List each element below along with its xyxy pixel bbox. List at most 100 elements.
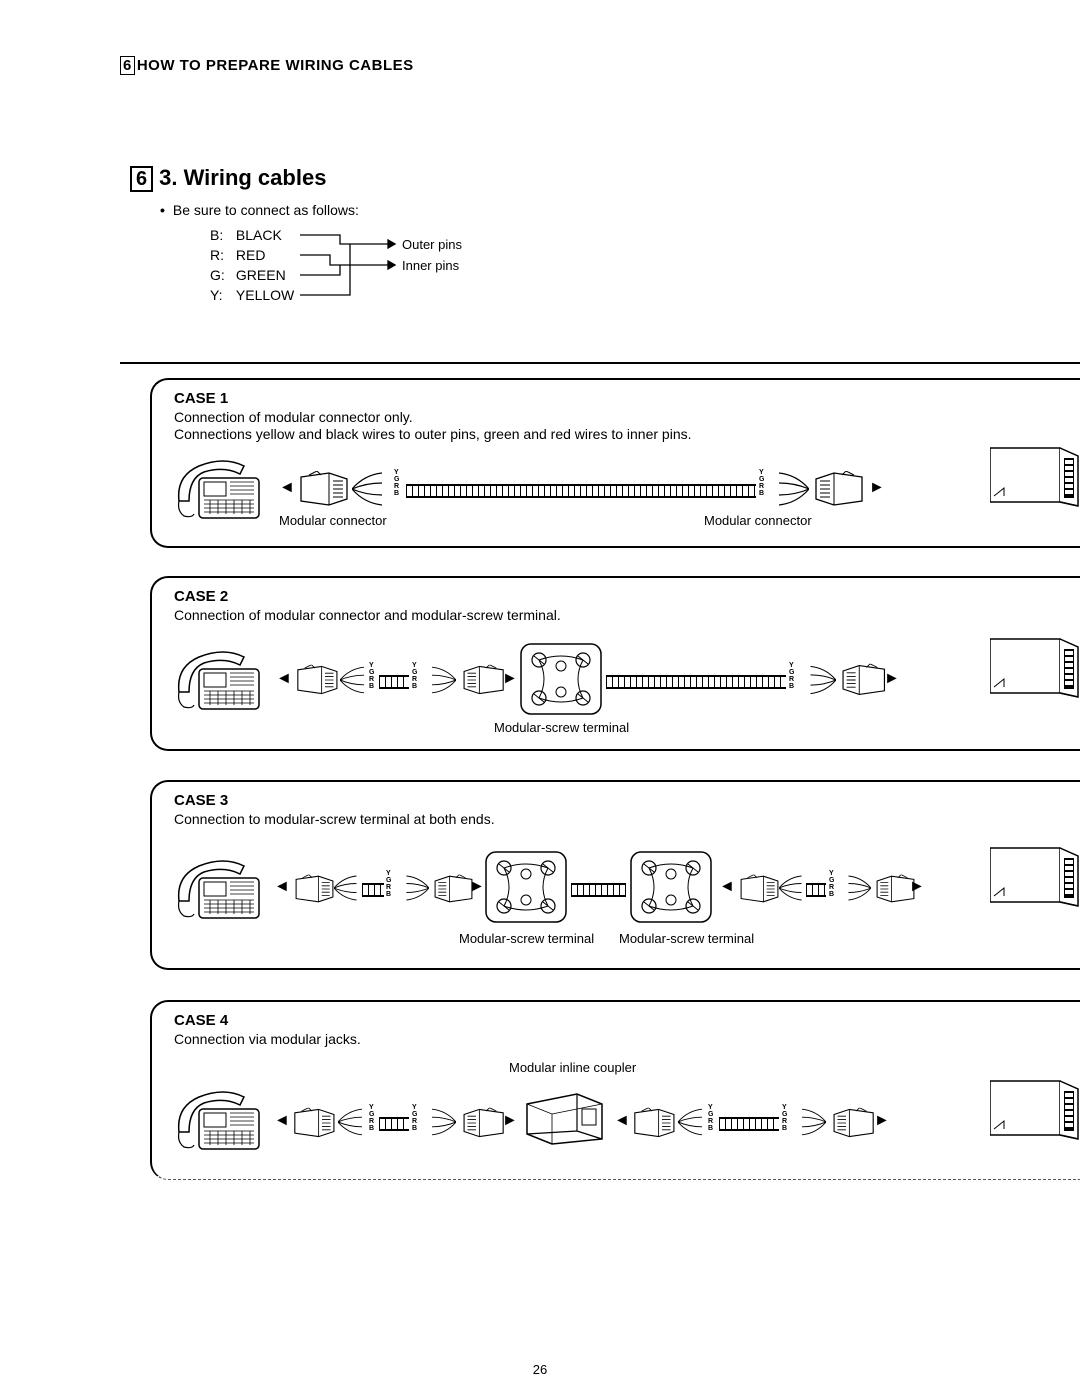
case-title: CASE 2 [174,588,1080,605]
arrow-icon: ◄ [719,878,735,896]
wires-icon [769,469,809,509]
cable-icon [379,675,409,689]
legend-row: G: GREEN [210,265,311,285]
wires-icon [424,1106,456,1138]
pin-labels: Y G R B [708,1104,713,1132]
legend-row: B: BLACK [210,225,311,245]
inner-pins-label: Inner pins [402,258,459,273]
cable-icon [571,883,626,897]
cable-icon [719,1117,779,1131]
divider [120,362,1080,364]
pin-labels: Y G R B [412,662,417,690]
screw-terminal-icon [519,642,604,717]
case-description: Connection to modular-screw terminal at … [174,811,1080,828]
modular-connector-icon [295,875,339,904]
wire-color-legend: B: BLACK R: RED G: GREEN Y: YELLOW [210,225,311,305]
arrow-icon: ► [884,670,900,688]
modular-connector-icon [809,471,864,507]
arrow-icon: ► [502,1112,518,1130]
screw-terminal-label: Modular-screw terminal [494,720,629,735]
modular-connector-icon [299,471,354,507]
pin-labels: Y G R B [394,469,399,497]
case-panel-2: CASE 2 Connection of modular connector a… [150,576,1080,751]
wires-icon [841,873,871,903]
wires-icon [424,664,456,696]
case-title: CASE 3 [174,792,1080,809]
pin-labels: Y G R B [412,1104,417,1132]
telephone-icon [174,856,269,926]
arrow-icon: ► [469,878,485,896]
case-description: Connection via modular jacks. [174,1031,1080,1048]
legend-row: R: RED [210,245,311,265]
screw-terminal-label-left: Modular-screw terminal [459,931,594,946]
arrow-icon: ► [502,670,518,688]
wires-icon [678,1106,710,1138]
legend-code: B: [210,225,232,245]
wires-icon [352,469,392,509]
legend-row: Y: YELLOW [210,285,311,305]
pin-labels: Y G R B [369,1104,374,1132]
case-description: Connection of modular connector and modu… [174,607,1080,624]
bullet-intro: Be sure to connect as follows: [160,202,359,218]
arrow-icon: ◄ [279,479,295,497]
arrow-icon: ◄ [274,878,290,896]
arrow-icon: ◄ [614,1112,630,1130]
arrow-icon: ► [874,1112,890,1130]
wires-icon [338,1106,370,1138]
cable-icon [606,675,786,689]
cable-icon [379,1117,409,1131]
arrow-icon: ◄ [274,1112,290,1130]
section-title: 63. Wiring cables [130,165,326,192]
wires-icon [334,873,364,903]
pin-labels: Y G R B [369,662,374,690]
wires-icon [340,664,372,696]
chapter-title: HOW TO PREPARE WIRING CABLES [137,57,414,74]
equipment-box-icon [990,846,1080,906]
pin-labels: Y G R B [782,1104,787,1132]
screw-terminal-icon [484,850,569,925]
page: 6HOW TO PREPARE WIRING CABLES 63. Wiring… [0,0,1080,1397]
case-diagram: ◄ Y G R B Y G R B ► Y G R B ► Modular-sc… [174,632,1080,737]
arrow-icon: ► [909,878,925,896]
pin-labels: Y G R B [829,870,834,898]
inline-coupler-label: Modular inline coupler [509,1060,1080,1075]
case-diagram: ◄ Y G R B Y G R B ► Modular connector Mo… [174,451,1080,536]
case-diagram: ◄ Y G R B ► ◄ Y G R B ► Modular-screw te… [174,836,1080,951]
case-title: CASE 4 [174,1012,1080,1029]
equipment-box-icon [990,446,1080,506]
chapter-number-box: 6 [120,56,135,75]
modular-connector-icon [458,665,505,696]
modular-connector-icon [837,664,887,696]
modular-connector-icon [430,875,474,904]
section-number-box: 6 [130,166,153,192]
connector-label-left: Modular connector [279,513,387,528]
legend-code: R: [210,245,232,265]
arrow-icon: ► [869,479,885,497]
pin-labels: Y G R B [759,469,764,497]
inline-coupler-icon [522,1089,607,1144]
modular-connector-icon [293,1108,340,1139]
modular-connector-icon [296,665,343,696]
connector-label-right: Modular connector [704,513,812,528]
wires-icon [779,873,809,903]
cable-icon [806,883,826,897]
legend-code: G: [210,265,232,285]
pin-labels: Y G R B [386,870,391,898]
modular-connector-icon [633,1108,680,1139]
screw-terminal-icon [629,850,714,925]
modular-connector-icon [458,1108,505,1139]
legend-code: Y: [210,285,232,305]
telephone-icon [174,647,269,717]
section-heading: 3. Wiring cables [159,165,326,190]
cable-icon [406,484,756,498]
telephone-icon [174,1087,269,1157]
telephone-icon [174,456,269,526]
outer-pins-label: Outer pins [402,237,462,252]
equipment-box-icon [990,637,1080,697]
modular-connector-icon [828,1108,875,1139]
equipment-box-icon [990,1079,1080,1139]
wires-icon [399,873,429,903]
case-diagram: ◄ Y G R B Y G R B ► ◄ Y G R B Y G R B ► [174,1077,1080,1172]
case-title: CASE 1 [174,390,1080,407]
wires-icon [802,663,836,697]
